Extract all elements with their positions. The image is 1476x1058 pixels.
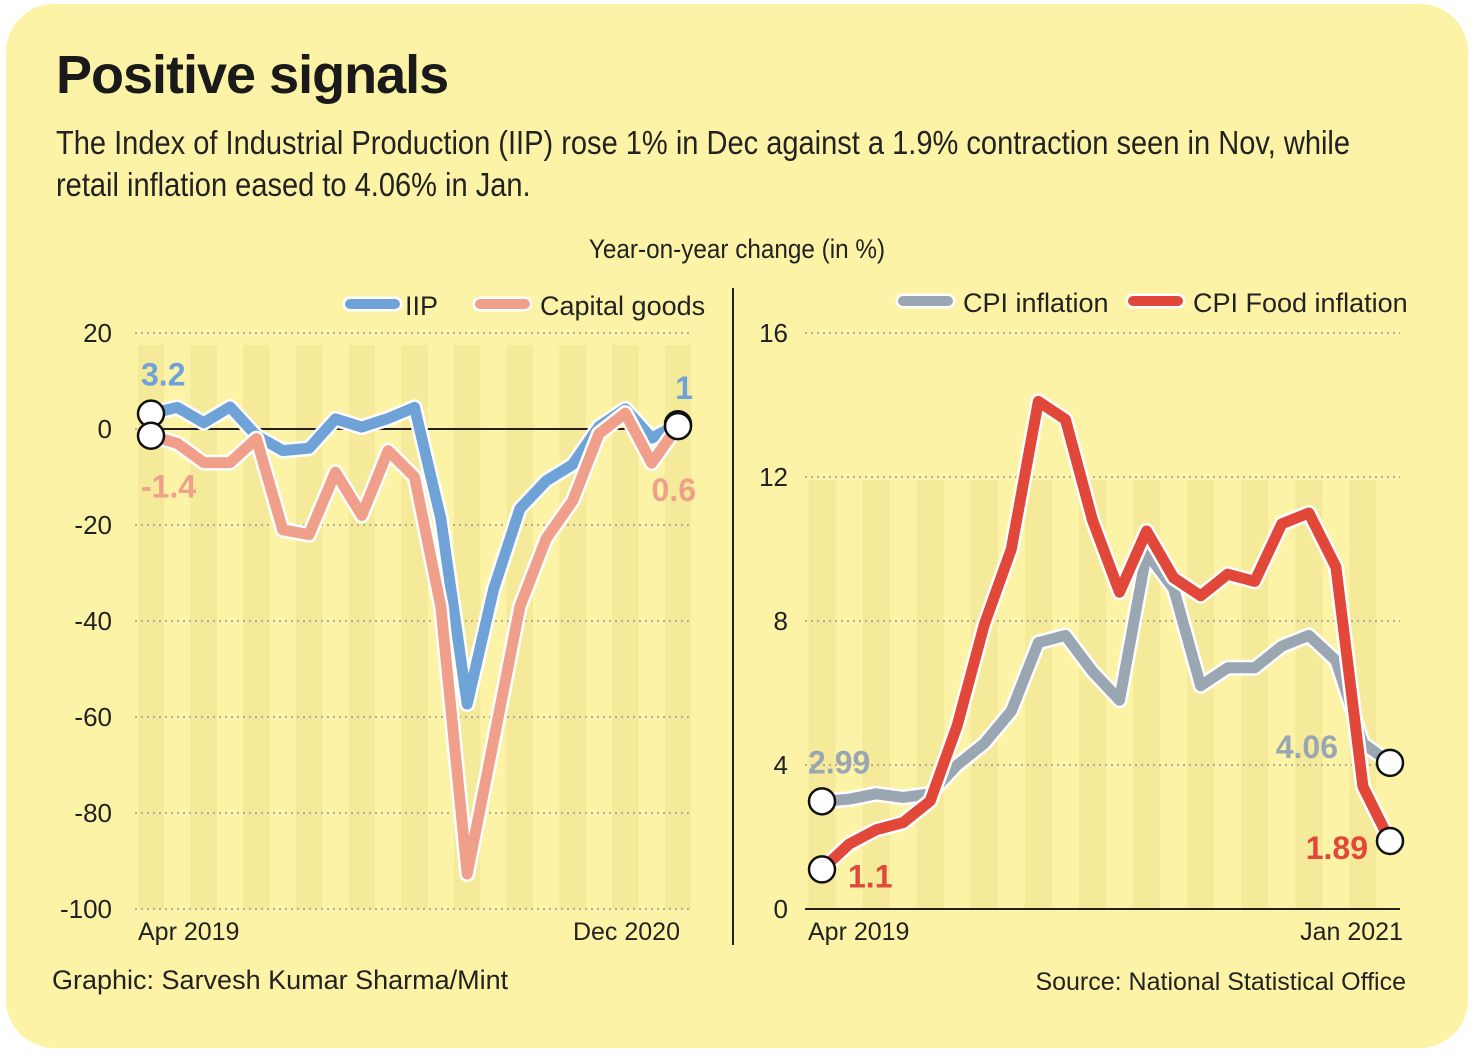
data-label: 4.06: [1276, 729, 1338, 765]
source: Source: National Statistical Office: [1035, 968, 1406, 996]
y-tick-label: 16: [759, 318, 788, 348]
y-tick-label: -20: [74, 510, 112, 540]
series-line-cpi-food-inflation: [818, 395, 1395, 874]
data-label: 0.6: [652, 472, 696, 508]
y-tick-label: -40: [74, 606, 112, 636]
y-tick-label: 8: [774, 606, 788, 636]
y-tick-label: 12: [759, 462, 788, 492]
chart-title: Positive signals: [56, 45, 449, 105]
data-label: 1.89: [1306, 830, 1368, 866]
endpoint-marker: [1375, 748, 1405, 778]
endpoint-marker: [807, 855, 837, 884]
data-label: 3.2: [141, 357, 185, 393]
y-tick-label: 0: [774, 894, 788, 924]
x-tick-label: Apr 2019: [138, 918, 239, 946]
x-tick-label: Jan 2021: [1300, 918, 1403, 946]
legend-label: Capital goods: [540, 291, 705, 321]
month-stripe: [1024, 480, 1052, 909]
month-stripe: [348, 345, 375, 909]
legend-label: IIP: [405, 291, 438, 321]
y-tick-label: -100: [60, 894, 112, 924]
data-label: 2.99: [808, 744, 870, 780]
y-tick-label: 0: [98, 414, 112, 444]
iip-chart: 20 0 -20 -40 -60 -80 -100 Apr 2019 Dec 2020 3.2 1 I…: [60, 291, 705, 946]
y-tick-label: 4: [774, 750, 788, 780]
units-label: Year-on-year change (in %): [589, 235, 885, 264]
y-tick-label: 20: [83, 318, 112, 348]
month-stripe: [970, 480, 998, 909]
month-stripe: [190, 345, 217, 909]
y-tick-label: -80: [74, 798, 112, 828]
endpoint-marker: [1375, 826, 1405, 856]
month-stripe: [808, 480, 836, 909]
month-stripe: [916, 480, 944, 909]
x-tick-label: Dec 2020: [573, 918, 680, 946]
data-label: 1: [675, 370, 693, 406]
month-stripe: [862, 480, 890, 909]
credit: Graphic: Sarvesh Kumar Sharma/Mint: [52, 965, 509, 995]
month-stripe: [1295, 480, 1323, 909]
month-stripe: [1187, 480, 1215, 909]
endpoint-marker: [136, 421, 166, 450]
x-tick-label: Apr 2019: [808, 918, 909, 946]
cpi-chart: 16 12 8 4 0 Apr 2019 Jan 2021 2.99 4.06 CPI infla…: [759, 288, 1408, 946]
data-label: 1.1: [848, 858, 892, 894]
series-line-cpi-inflation: [821, 547, 1394, 807]
legend-label: CPI Food inflation: [1193, 288, 1408, 318]
endpoint-marker: [807, 787, 837, 816]
data-label: -1.4: [141, 469, 196, 505]
y-tick-label: -60: [74, 702, 112, 732]
chart-subtitle: The Index of Industrial Production (IIP)…: [56, 124, 1351, 203]
endpoint-marker: [663, 411, 693, 441]
legend-label: CPI inflation: [963, 288, 1109, 318]
